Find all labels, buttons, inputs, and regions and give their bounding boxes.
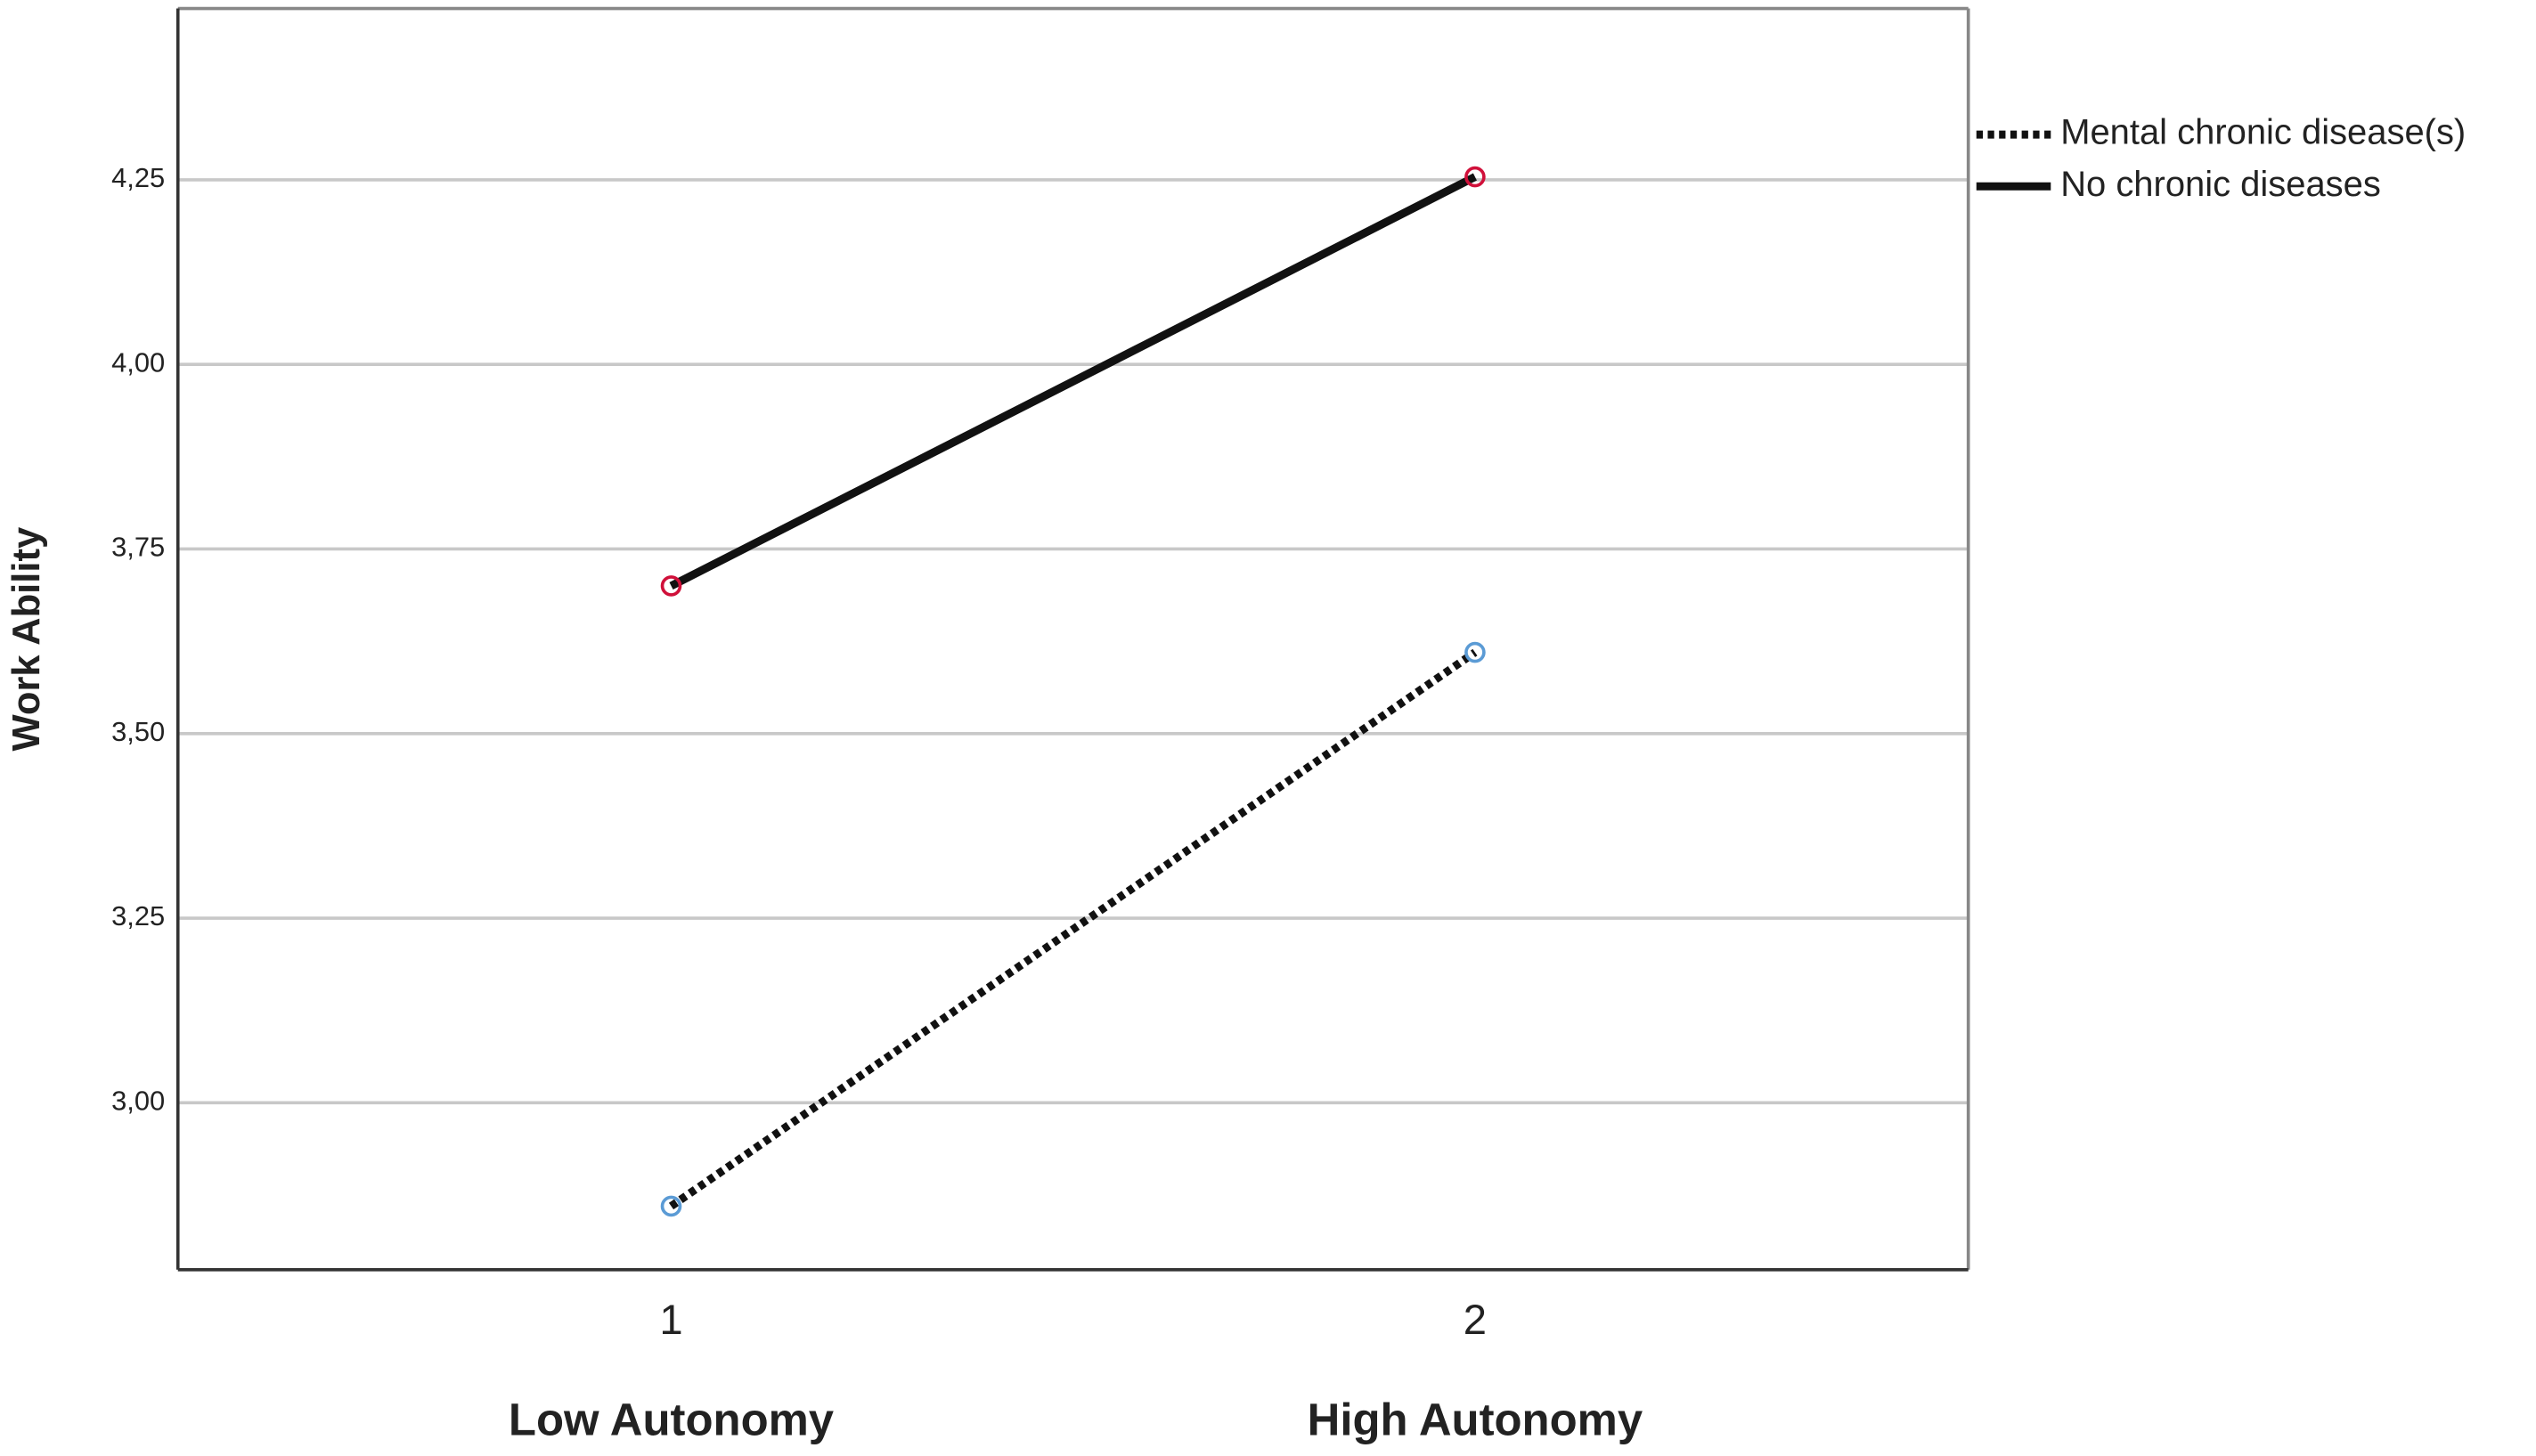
- x-tick-label: 2: [1464, 1297, 1487, 1344]
- x-category-label: Low Autonomy: [509, 1395, 834, 1445]
- y-tick-label: 4,25: [111, 162, 165, 193]
- y-tick-label: 3,00: [111, 1086, 165, 1117]
- y-tick-label: 3,75: [111, 532, 165, 563]
- point-marker: [660, 575, 682, 597]
- legend-label: Mental chronic disease(s): [2060, 113, 2466, 152]
- series-line: [669, 173, 1477, 590]
- x-category-label: High Autonomy: [1308, 1395, 1643, 1445]
- x-tick-label: 1: [659, 1297, 682, 1344]
- legend-label: No chronic diseases: [2060, 165, 2381, 204]
- point-marker: [1464, 166, 1486, 188]
- y-tick-label: 4,00: [111, 346, 165, 378]
- y-tick-label: 3,25: [111, 900, 165, 931]
- point-marker: [1464, 641, 1486, 663]
- series-line: [668, 648, 1478, 1210]
- y-tick-label: 3,50: [111, 716, 165, 747]
- point-marker: [660, 1195, 682, 1217]
- y-axis-label: Work Ability: [5, 527, 48, 752]
